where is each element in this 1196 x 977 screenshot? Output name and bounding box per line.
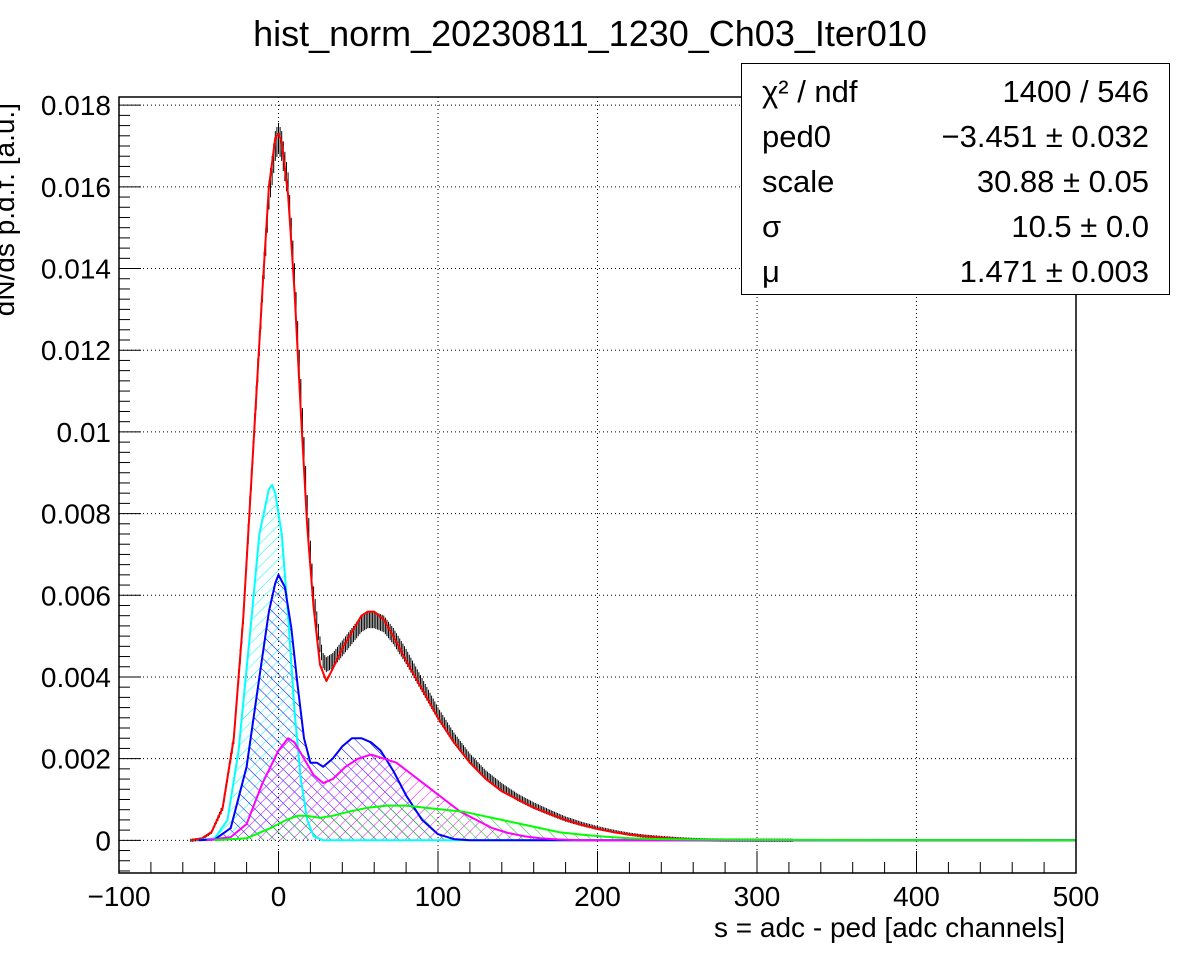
- x-tick-label: 100: [415, 881, 462, 912]
- x-tick-label: 0: [271, 881, 287, 912]
- stat-name-ped0: ped0: [762, 119, 831, 154]
- y-tick-label: 0: [95, 825, 111, 856]
- stat-row-scale: scale 30.88 ± 0.05: [742, 164, 1169, 210]
- stat-row-ped0: ped0 −3.451 ± 0.032: [742, 119, 1169, 165]
- y-tick-label: 0.002: [41, 744, 111, 775]
- stat-row-sigma: σ 10.5 ± 0.0: [742, 209, 1169, 255]
- stat-value-scale: 30.88 ± 0.05: [976, 164, 1149, 199]
- component-fill-green: [214, 805, 1076, 841]
- stats-box: χ² / ndf 1400 / 546 ped0 −3.451 ± 0.032 …: [741, 63, 1170, 295]
- stat-value-sigma: 10.5 ± 0.0: [1011, 209, 1149, 244]
- stat-value-mu: 1.471 ± 0.003: [959, 254, 1149, 289]
- stat-name-mu: μ: [762, 254, 780, 289]
- y-tick-label: 0.014: [41, 254, 111, 285]
- component-curve-blue: [198, 573, 1076, 842]
- x-tick-label: −100: [87, 881, 150, 912]
- x-axis-label: s = adc - ped [adc channels]: [714, 912, 1065, 943]
- x-tick-label: 500: [1053, 881, 1100, 912]
- y-tick-label: 0.008: [41, 499, 111, 530]
- stat-value-ped0: −3.451 ± 0.032: [941, 119, 1150, 154]
- series-lines: [190, 122, 1077, 842]
- component-curve-cyan: [198, 484, 1076, 842]
- axes: −100 0 100 200 300 400 500 0 0.002 0.004 0.006 0.00…: [41, 90, 1099, 912]
- component-fills: [198, 485, 1077, 841]
- x-tick-label: 300: [734, 881, 781, 912]
- stat-value-chi2: 1400 / 546: [1002, 74, 1149, 109]
- y-tick-label: 0.016: [41, 172, 111, 203]
- x-tick-label: 200: [574, 881, 621, 912]
- component-curve-magenta: [206, 737, 1076, 842]
- y-tick-label: 0.004: [41, 662, 111, 693]
- x-tick-label: 400: [893, 881, 940, 912]
- stat-name-chi2: χ² / ndf: [762, 74, 858, 109]
- y-axis-label: dN/ds p.d.f. [a.u.]: [0, 103, 20, 316]
- total-fit-curve: [190, 132, 793, 842]
- stat-name-sigma: σ: [762, 209, 782, 244]
- y-tick-label: 0.018: [41, 90, 111, 121]
- component-curve-green: [214, 804, 1077, 842]
- stat-row-mu: μ 1.471 ± 0.003: [742, 254, 1169, 300]
- grid: [119, 97, 1076, 873]
- y-tick-label: 0.006: [41, 580, 111, 611]
- chart-title: hist_norm_20230811_1230_Ch03_Iter010: [253, 13, 927, 54]
- y-tick-label: 0.012: [41, 335, 111, 366]
- stat-name-scale: scale: [762, 164, 835, 199]
- stat-row-chi2: χ² / ndf 1400 / 546: [742, 74, 1169, 120]
- y-tick-label: 0.01: [57, 417, 112, 448]
